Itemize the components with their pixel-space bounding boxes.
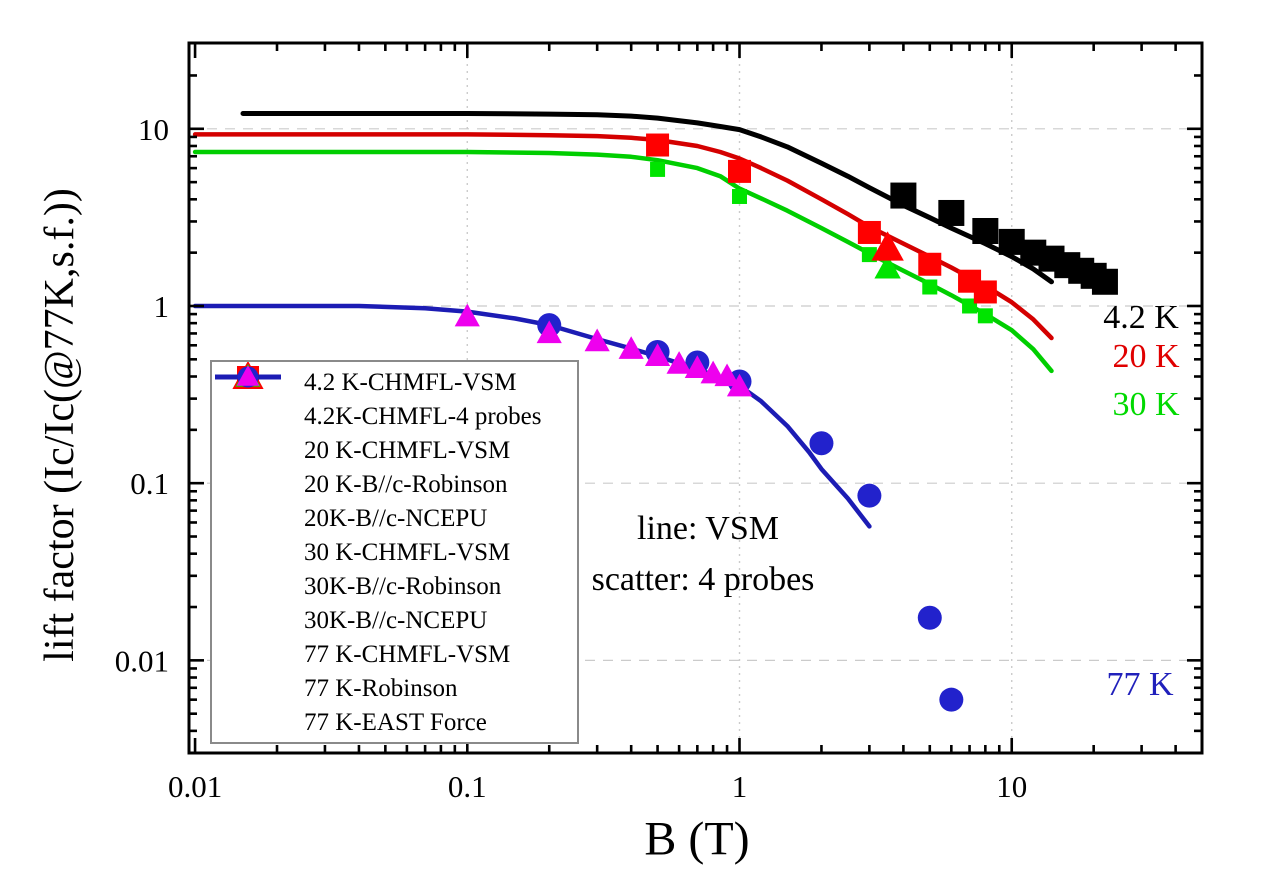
legend-label: 77 K-Robinson bbox=[304, 674, 458, 702]
marker-triangle-77-k-east-force bbox=[618, 336, 644, 359]
marker-square-30k-b-c-robinson bbox=[962, 298, 978, 314]
marker-square-30k-b-c-robinson bbox=[650, 161, 666, 177]
y-tick-label: 10 bbox=[138, 112, 169, 147]
x-tick-label: 1 bbox=[732, 769, 748, 804]
legend-label: 30K-B//c-NCEPU bbox=[304, 606, 488, 634]
marker-circle-77-k-robinson bbox=[939, 687, 964, 712]
y-tick-label: 0.01 bbox=[115, 643, 169, 678]
marker-square-30k-b-c-robinson bbox=[977, 308, 993, 324]
legend-label: 4.2K-CHMFL-4 probes bbox=[304, 402, 542, 430]
y-axis-title: lift factor (Ic/Ic(@77K,s.f.)) bbox=[37, 188, 83, 662]
curve-label: 30 K bbox=[1112, 386, 1180, 423]
legend-label: 77 K-CHMFL-VSM bbox=[304, 640, 511, 668]
legend-item-4.2-k-chmfl-vsm: 4.2 K-CHMFL-VSM bbox=[212, 366, 577, 398]
marker-square-20-k-b-c-robinson bbox=[646, 133, 670, 157]
curve-label: 77 K bbox=[1106, 666, 1174, 703]
legend-item-30k-b-c-ncepu: 30K-B//c-NCEPU bbox=[212, 363, 577, 636]
marker-square-4.2k-chmfl-4-probes bbox=[972, 217, 999, 244]
legend-item-4.2k-chmfl-4-probes: 4.2K-CHMFL-4 probes bbox=[212, 366, 577, 432]
marker-circle-77-k-robinson bbox=[857, 483, 882, 508]
x-axis-title: B (T) bbox=[644, 812, 750, 866]
legend-item-77-k-east-force: 77 K-EAST Force bbox=[212, 365, 577, 738]
marker-square-20-k-b-c-robinson bbox=[728, 159, 752, 183]
legend-item-20k-b-c-ncepu: 20K-B//c-NCEPU bbox=[212, 362, 577, 534]
legend-label: 30 K-CHMFL-VSM bbox=[304, 538, 511, 566]
series-line-4.2-k-chmfl-vsm bbox=[240, 111, 1054, 285]
marker-square-30k-b-c-robinson bbox=[732, 188, 748, 204]
y-tick-label: 0.1 bbox=[130, 466, 169, 501]
legend-label: 20K-B//c-NCEPU bbox=[304, 504, 488, 532]
marker-triangle-77-k-east-force bbox=[714, 363, 740, 387]
marker-triangle-30k-b-c-ncepu bbox=[874, 254, 901, 279]
legend-label: 30K-B//c-Robinson bbox=[304, 572, 502, 600]
marker-square-30k-b-c-robinson bbox=[922, 279, 938, 295]
marker-square-4.2k-chmfl-4-probes bbox=[890, 182, 917, 209]
legend-box: 4.2 K-CHMFL-VSM 4.2K-CHMFL-4 probes 20 K-C… bbox=[210, 360, 579, 744]
marker-square-4.2k-chmfl-4-probes bbox=[1091, 268, 1118, 295]
annotation-text: line: VSM bbox=[636, 510, 780, 547]
marker-circle-77-k-robinson bbox=[809, 431, 834, 456]
legend-item-77-k-robinson: 77 K-Robinson bbox=[212, 366, 577, 704]
marker-triangle-20k-b-c-ncepu bbox=[871, 231, 904, 261]
marker-triangle-77-k-east-force bbox=[684, 355, 710, 378]
marker-triangle-77-k-east-force bbox=[584, 328, 610, 352]
marker-square-20-k-b-c-robinson bbox=[857, 220, 881, 244]
legend-label: 20 K-CHMFL-VSM bbox=[304, 436, 511, 464]
legend-item-20-k-b-c-robinson: 20 K-B//c-Robinson bbox=[212, 366, 577, 500]
marker-triangle-77-k-east-force bbox=[726, 373, 753, 397]
legend-label: 4.2 K-CHMFL-VSM bbox=[304, 368, 517, 396]
legend-triangle-swatch bbox=[236, 365, 260, 386]
legend-item-20-k-chmfl-vsm: 20 K-CHMFL-VSM bbox=[212, 374, 577, 466]
y-tick-label: 1 bbox=[154, 289, 170, 324]
marker-triangle-77-k-east-force bbox=[536, 320, 562, 344]
curve-label: 20 K bbox=[1112, 338, 1180, 375]
marker-square-20-k-b-c-robinson bbox=[973, 280, 997, 304]
series bbox=[192, 111, 1118, 712]
legend-label: 77 K-EAST Force bbox=[304, 708, 487, 736]
marker-triangle-77-k-east-force bbox=[454, 303, 480, 327]
marker-triangle-77-k-east-force bbox=[666, 351, 692, 374]
marker-square-20-k-b-c-robinson bbox=[918, 252, 942, 276]
legend-label: 20 K-B//c-Robinson bbox=[304, 470, 508, 498]
axes-frame bbox=[187, 41, 1204, 755]
marker-circle-77-k-robinson bbox=[917, 605, 942, 630]
tick-labels: 0.01 0.1 1 10 0.01 0.1 1 10 bbox=[115, 112, 1027, 804]
marker-triangle-77-k-east-force bbox=[644, 343, 671, 366]
curve-label: 4.2 K bbox=[1103, 299, 1179, 336]
legend-item-30k-b-c-robinson: 30K-B//c-Robinson bbox=[212, 369, 577, 602]
legend-item-30-k-chmfl-vsm: 30 K-CHMFL-VSM bbox=[212, 374, 577, 568]
x-tick-label: 0.01 bbox=[168, 769, 222, 804]
marker-square-4.2k-chmfl-4-probes bbox=[938, 199, 965, 226]
legend-item-77-k-chmfl-vsm: 77 K-CHMFL-VSM bbox=[212, 374, 577, 670]
annotation-text: scatter: 4 probes bbox=[591, 561, 815, 598]
x-tick-label: 10 bbox=[996, 769, 1027, 804]
x-tick-label: 0.1 bbox=[448, 769, 487, 804]
